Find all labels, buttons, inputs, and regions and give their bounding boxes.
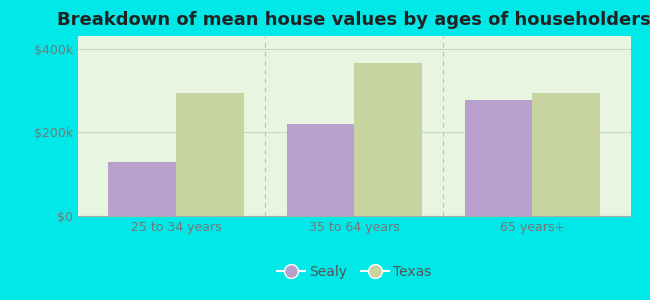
Legend: Sealy, Texas: Sealy, Texas xyxy=(272,260,437,285)
Bar xyxy=(354,63,422,216)
Bar xyxy=(287,124,354,216)
Title: Breakdown of mean house values by ages of householders: Breakdown of mean house values by ages o… xyxy=(57,11,650,29)
Bar xyxy=(109,162,176,216)
Bar xyxy=(465,100,532,216)
Bar xyxy=(176,93,244,216)
Bar xyxy=(532,93,600,216)
